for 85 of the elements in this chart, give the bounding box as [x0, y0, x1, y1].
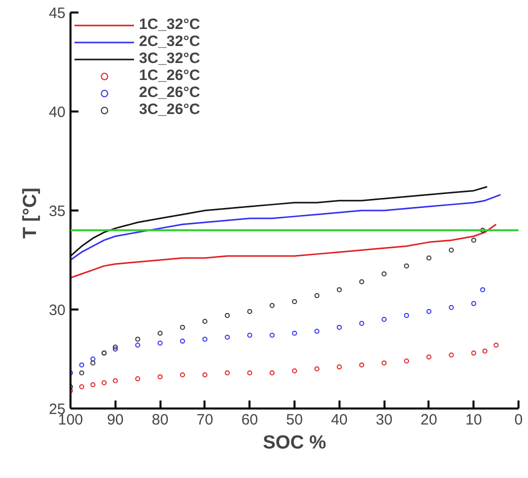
- point: [90, 356, 96, 362]
- point: [404, 312, 409, 318]
- legend-label: 3C_26°C: [139, 101, 200, 118]
- point: [448, 248, 454, 253]
- point: [292, 368, 297, 374]
- point: [112, 378, 118, 384]
- legend-label: 3C_32°C: [139, 50, 200, 67]
- y-tick-label: 35: [48, 203, 66, 220]
- x-tick-label: 10: [465, 412, 482, 428]
- point: [270, 332, 275, 338]
- point: [247, 370, 252, 376]
- point: [471, 301, 476, 306]
- point: [336, 364, 342, 370]
- point: [480, 287, 486, 292]
- y-tick-label: 40: [48, 104, 66, 121]
- point: [158, 330, 163, 336]
- point: [292, 330, 297, 336]
- line-series: [70, 194, 502, 261]
- point: [314, 328, 320, 334]
- point: [482, 348, 488, 354]
- y-axis-title: T [°C]: [20, 188, 41, 239]
- legend-label: 2C_32°C: [139, 33, 200, 50]
- legend-label: 2C_26°C: [139, 84, 200, 101]
- point: [158, 374, 163, 380]
- point: [359, 320, 364, 326]
- x-tick-label: 20: [420, 412, 438, 428]
- point: [359, 362, 364, 368]
- point: [90, 382, 96, 388]
- point: [135, 376, 140, 382]
- point: [158, 340, 163, 346]
- point: [471, 350, 476, 356]
- y-tick-label: 30: [48, 302, 66, 319]
- point: [224, 370, 230, 376]
- y-tick-label: 45: [48, 5, 66, 22]
- point: [224, 312, 230, 318]
- point: [404, 263, 409, 268]
- point: [471, 238, 476, 243]
- point: [135, 336, 140, 342]
- point: [314, 293, 320, 298]
- point: [79, 362, 84, 368]
- point: [79, 384, 84, 390]
- point: [480, 228, 486, 233]
- point: [270, 370, 275, 376]
- point: [494, 342, 499, 348]
- point: [359, 279, 364, 284]
- point: [90, 360, 96, 366]
- point: [270, 303, 275, 308]
- x-tick-label: 70: [196, 412, 214, 428]
- point: [202, 336, 208, 342]
- point: [382, 360, 387, 366]
- point: [180, 338, 185, 344]
- point: [247, 308, 252, 314]
- point: [180, 324, 185, 330]
- point: [336, 287, 342, 292]
- line-series: [70, 224, 497, 279]
- point: [224, 334, 230, 340]
- line-series: [70, 186, 488, 257]
- point: [448, 305, 454, 310]
- point: [426, 354, 432, 360]
- x-tick-label: 0: [514, 412, 523, 428]
- point: [314, 366, 320, 372]
- x-tick-label: 40: [330, 412, 348, 428]
- point: [247, 332, 252, 338]
- point: [448, 352, 454, 358]
- point: [404, 358, 409, 364]
- point: [336, 324, 342, 330]
- point: [180, 372, 185, 378]
- x-tick-label: 60: [241, 412, 258, 428]
- point: [79, 370, 84, 376]
- point: [202, 318, 208, 324]
- x-tick-label: 50: [286, 412, 303, 428]
- point: [426, 308, 432, 314]
- x-axis-title: SOC %: [262, 432, 326, 454]
- x-tick-label: 80: [152, 412, 168, 428]
- point: [102, 380, 107, 386]
- point: [202, 372, 208, 378]
- point: [382, 271, 387, 276]
- x-tick-label: 90: [106, 412, 124, 428]
- x-tick-label: 30: [376, 412, 392, 428]
- point: [135, 342, 140, 348]
- point: [292, 299, 297, 304]
- legend-label: 1C_26°C: [139, 67, 200, 84]
- point: [382, 316, 387, 322]
- point: [426, 256, 432, 261]
- legend-label: 1C_32°C: [139, 16, 200, 33]
